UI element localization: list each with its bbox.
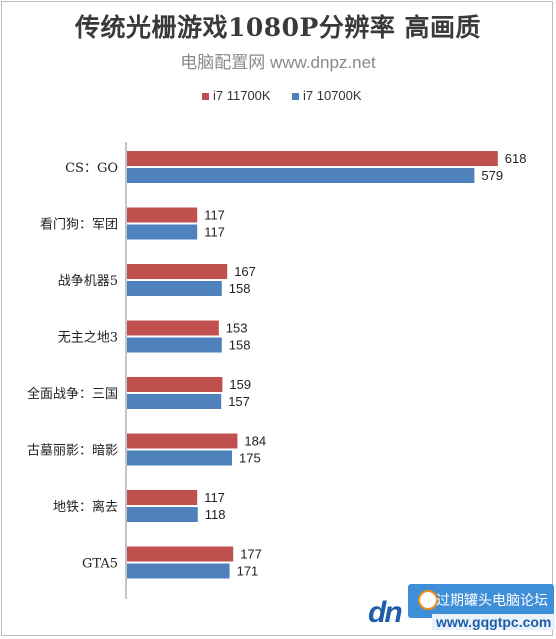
category-label-4: 无主之地3	[58, 331, 118, 346]
category-label-8: GTA5	[82, 557, 118, 572]
category-label-2: 看门狗：军团	[40, 217, 118, 233]
bar-3-1	[127, 264, 228, 279]
data-label-7-1: 117	[204, 490, 225, 505]
watermark-text: 过期罐头电脑论坛	[436, 593, 548, 609]
watermark-url: www.gqgtpc.com	[432, 614, 556, 630]
bar-7-1	[127, 490, 198, 505]
data-label-5-2: 157	[228, 394, 250, 409]
data-label-6-1: 184	[244, 434, 266, 449]
data-label-2-2: 117	[204, 225, 225, 240]
bar-4-2	[127, 337, 222, 353]
data-label-4-2: 158	[229, 338, 251, 353]
data-label-5-1: 159	[229, 377, 251, 392]
bar-2-2	[127, 224, 198, 240]
watermark: 过期罐头电脑论坛 dn www.gqgtpc.com	[368, 584, 556, 636]
bar-1-1	[127, 151, 498, 166]
category-label-6: 古墓丽影：暗影	[27, 444, 118, 459]
bar-8-1	[127, 546, 234, 562]
watermark-logo: dn	[368, 596, 403, 629]
bar-5-2	[127, 394, 222, 409]
data-label-3-2: 158	[229, 281, 251, 296]
data-label-6-2: 175	[239, 451, 261, 466]
bar-6-2	[127, 450, 232, 466]
bar-2-1	[127, 207, 198, 223]
category-label-5: 全面战争：三国	[27, 386, 118, 402]
legend-swatch-2	[292, 93, 299, 100]
category-label-3: 战争机器5	[58, 274, 118, 289]
data-label-4-1: 153	[226, 321, 248, 336]
category-label-1: CS：GO	[65, 161, 118, 176]
bar-5-1	[127, 377, 223, 392]
bar-1-2	[127, 168, 475, 183]
chart-title: 传统光栅游戏1080P分辨率 高画质	[74, 13, 482, 42]
bar-8-2	[127, 563, 230, 579]
bar-7-2	[127, 507, 198, 522]
legend-label-2: i7 10700K	[303, 88, 362, 103]
bar-3-2	[127, 281, 222, 296]
data-label-2-1: 117	[204, 208, 225, 223]
bar-4-1	[127, 320, 219, 336]
data-label-3-1: 167	[234, 264, 256, 279]
chart-subtitle: 电脑配置网 www.dnpz.net	[180, 53, 376, 72]
data-label-8-1: 177	[240, 547, 262, 562]
data-label-8-2: 171	[237, 564, 259, 579]
bar-6-1	[127, 433, 238, 449]
legend-label-1: i7 11700K	[213, 88, 271, 103]
category-label-7: 地铁：离去	[53, 499, 118, 515]
data-label-1-1: 618	[505, 151, 527, 166]
data-label-1-2: 579	[481, 168, 503, 183]
watermark-circle-icon	[418, 590, 438, 610]
legend-swatch-1	[202, 93, 209, 100]
data-label-7-2: 118	[205, 507, 226, 522]
